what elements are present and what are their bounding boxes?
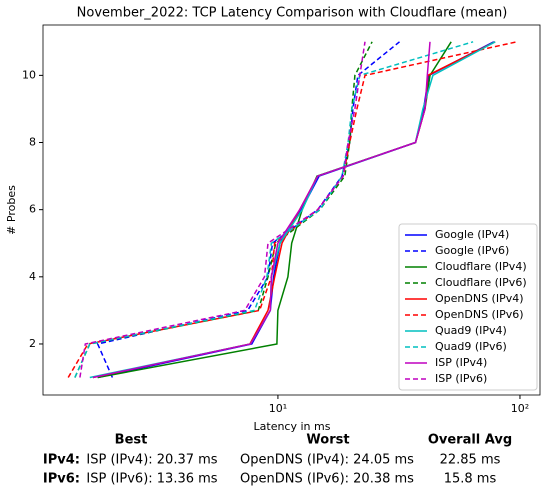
row-label: IPv4: bbox=[43, 453, 80, 468]
series-line bbox=[97, 41, 452, 379]
table-cell: 22.85 ms bbox=[440, 453, 501, 468]
row-label: IPv6: bbox=[43, 472, 80, 487]
legend-label: Cloudflare (IPv4) bbox=[435, 260, 527, 273]
legend-label: Quad9 (IPv6) bbox=[435, 340, 507, 353]
legend-label: ISP (IPv6) bbox=[435, 372, 487, 385]
table-cell: ISP (IPv6): 13.36 ms bbox=[86, 472, 217, 487]
y-tick-label: 2 bbox=[29, 337, 36, 350]
x-tick-label: 10¹ bbox=[269, 402, 287, 415]
y-axis-label: # Probes bbox=[5, 185, 18, 235]
table-header: Best bbox=[115, 433, 148, 448]
legend-label: Quad9 (IPv4) bbox=[435, 324, 507, 337]
series-line bbox=[79, 41, 366, 378]
x-tick-label: 10² bbox=[511, 402, 529, 415]
table-cell: OpenDNS (IPv6): 20.38 ms bbox=[240, 472, 414, 487]
x-axis-label: Latency in ms bbox=[254, 420, 331, 433]
legend-label: Google (IPv4) bbox=[435, 228, 509, 241]
legend-label: ISP (IPv4) bbox=[435, 356, 487, 369]
legend-label: OpenDNS (IPv4) bbox=[435, 292, 524, 305]
table-cell: ISP (IPv4): 20.37 ms bbox=[86, 453, 217, 468]
table-cell: 15.8 ms bbox=[444, 472, 497, 487]
series-line bbox=[96, 41, 400, 378]
chart-title: November_2022: TCP Latency Comparison wi… bbox=[77, 6, 508, 21]
y-tick-label: 10 bbox=[22, 68, 36, 81]
y-tick-label: 4 bbox=[29, 270, 36, 283]
table-header: Overall Avg bbox=[428, 433, 512, 448]
y-tick-label: 8 bbox=[29, 136, 36, 149]
table-cell: OpenDNS (IPv4): 24.05 ms bbox=[240, 453, 414, 468]
legend-label: OpenDNS (IPv6) bbox=[435, 308, 524, 321]
legend-box bbox=[398, 223, 538, 391]
y-tick-label: 6 bbox=[29, 203, 36, 216]
series-line bbox=[92, 41, 431, 379]
series-line bbox=[74, 41, 373, 378]
legend-label: Cloudflare (IPv6) bbox=[435, 276, 527, 289]
legend-label: Google (IPv6) bbox=[435, 244, 509, 257]
series-line bbox=[74, 41, 474, 378]
table-header: Worst bbox=[306, 433, 349, 448]
